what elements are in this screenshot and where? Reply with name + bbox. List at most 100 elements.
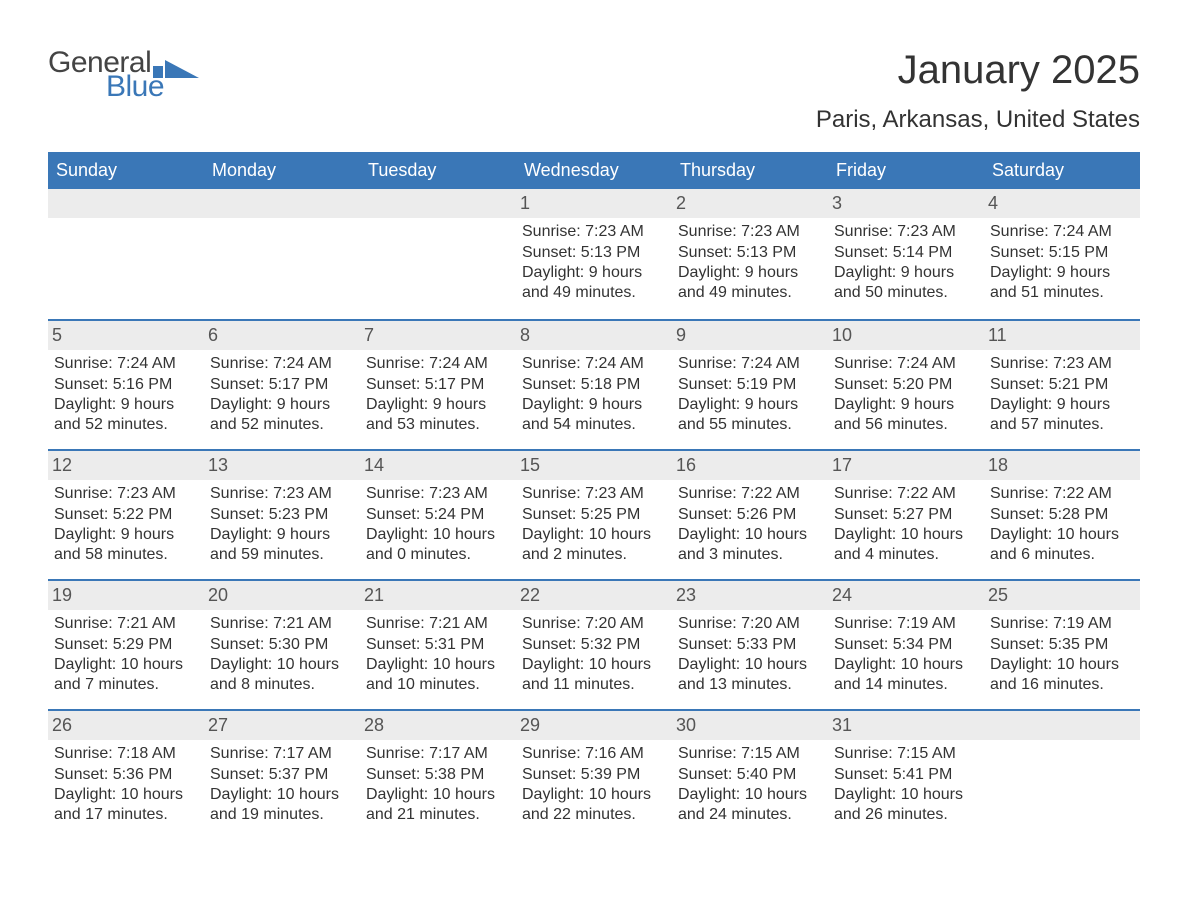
- day-number: 20: [204, 581, 360, 610]
- daylight-text: Daylight: 10 hours: [210, 655, 354, 675]
- daylight-text: Daylight: 9 hours: [522, 263, 666, 283]
- sunset-text: Sunset: 5:23 PM: [210, 505, 354, 525]
- sunset-text: Sunset: 5:22 PM: [54, 505, 198, 525]
- daylight-text: Daylight: 9 hours: [990, 395, 1134, 415]
- sunrise-text: Sunrise: 7:20 AM: [522, 614, 666, 634]
- daylight-text: and 13 minutes.: [678, 675, 822, 695]
- daylight-text: and 7 minutes.: [54, 675, 198, 695]
- daylight-text: Daylight: 10 hours: [990, 525, 1134, 545]
- day-body: Sunrise: 7:15 AMSunset: 5:40 PMDaylight:…: [678, 744, 822, 826]
- location-text: Paris, Arkansas, United States: [816, 106, 1140, 134]
- daylight-text: and 26 minutes.: [834, 805, 978, 825]
- sunrise-text: Sunrise: 7:20 AM: [678, 614, 822, 634]
- sunset-text: Sunset: 5:40 PM: [678, 765, 822, 785]
- day-number: 26: [48, 711, 204, 740]
- daylight-text: and 17 minutes.: [54, 805, 198, 825]
- day-number: 7: [360, 321, 516, 350]
- daylight-text: and 50 minutes.: [834, 283, 978, 303]
- calendar-day: 21Sunrise: 7:21 AMSunset: 5:31 PMDayligh…: [360, 581, 516, 709]
- day-body: Sunrise: 7:24 AMSunset: 5:15 PMDaylight:…: [990, 222, 1134, 304]
- sunset-text: Sunset: 5:38 PM: [366, 765, 510, 785]
- day-body: Sunrise: 7:24 AMSunset: 5:17 PMDaylight:…: [366, 354, 510, 436]
- daylight-text: Daylight: 9 hours: [678, 263, 822, 283]
- day-body: Sunrise: 7:19 AMSunset: 5:35 PMDaylight:…: [990, 614, 1134, 696]
- sunrise-text: Sunrise: 7:24 AM: [990, 222, 1134, 242]
- calendar-day: 27Sunrise: 7:17 AMSunset: 5:37 PMDayligh…: [204, 711, 360, 839]
- day-number: 15: [516, 451, 672, 480]
- calendar-day: 14Sunrise: 7:23 AMSunset: 5:24 PMDayligh…: [360, 451, 516, 579]
- title-block: January 2025 Paris, Arkansas, United Sta…: [816, 48, 1140, 134]
- calendar-day: 20Sunrise: 7:21 AMSunset: 5:30 PMDayligh…: [204, 581, 360, 709]
- calendar-day: 5Sunrise: 7:24 AMSunset: 5:16 PMDaylight…: [48, 321, 204, 449]
- daylight-text: and 52 minutes.: [54, 415, 198, 435]
- calendar-day: 31Sunrise: 7:15 AMSunset: 5:41 PMDayligh…: [828, 711, 984, 839]
- calendar-day: 24Sunrise: 7:19 AMSunset: 5:34 PMDayligh…: [828, 581, 984, 709]
- day-number: 30: [672, 711, 828, 740]
- dow-friday: Friday: [828, 152, 984, 189]
- day-number: 3: [828, 189, 984, 218]
- calendar-day: 10Sunrise: 7:24 AMSunset: 5:20 PMDayligh…: [828, 321, 984, 449]
- sunrise-text: Sunrise: 7:21 AM: [210, 614, 354, 634]
- daylight-text: and 6 minutes.: [990, 545, 1134, 565]
- calendar-day: 6Sunrise: 7:24 AMSunset: 5:17 PMDaylight…: [204, 321, 360, 449]
- sunrise-text: Sunrise: 7:17 AM: [210, 744, 354, 764]
- sunset-text: Sunset: 5:17 PM: [210, 375, 354, 395]
- day-number: 25: [984, 581, 1140, 610]
- calendar-day: 2Sunrise: 7:23 AMSunset: 5:13 PMDaylight…: [672, 189, 828, 319]
- calendar: Sunday Monday Tuesday Wednesday Thursday…: [48, 152, 1140, 839]
- daylight-text: Daylight: 9 hours: [678, 395, 822, 415]
- sunset-text: Sunset: 5:18 PM: [522, 375, 666, 395]
- daylight-text: Daylight: 10 hours: [366, 785, 510, 805]
- sunrise-text: Sunrise: 7:23 AM: [678, 222, 822, 242]
- calendar-day: 25 Sunrise: 7:19 AMSunset: 5:35 PMDayligh…: [984, 581, 1140, 709]
- day-of-week-header: Sunday Monday Tuesday Wednesday Thursday…: [48, 152, 1140, 189]
- calendar-week: 26Sunrise: 7:18 AMSunset: 5:36 PMDayligh…: [48, 709, 1140, 839]
- day-number: 9: [672, 321, 828, 350]
- daylight-text: Daylight: 10 hours: [678, 525, 822, 545]
- day-number: 8: [516, 321, 672, 350]
- day-number: 1: [516, 189, 672, 218]
- dow-monday: Monday: [204, 152, 360, 189]
- calendar-day: 9Sunrise: 7:24 AMSunset: 5:19 PMDaylight…: [672, 321, 828, 449]
- sunrise-text: Sunrise: 7:23 AM: [522, 222, 666, 242]
- sunrise-text: Sunrise: 7:22 AM: [990, 484, 1134, 504]
- daylight-text: and 52 minutes.: [210, 415, 354, 435]
- sunset-text: Sunset: 5:29 PM: [54, 635, 198, 655]
- calendar-day: 26Sunrise: 7:18 AMSunset: 5:36 PMDayligh…: [48, 711, 204, 839]
- sunset-text: Sunset: 5:17 PM: [366, 375, 510, 395]
- daylight-text: and 4 minutes.: [834, 545, 978, 565]
- daylight-text: Daylight: 9 hours: [210, 525, 354, 545]
- daylight-text: and 2 minutes.: [522, 545, 666, 565]
- sunrise-text: Sunrise: 7:23 AM: [54, 484, 198, 504]
- calendar-day: 29Sunrise: 7:16 AMSunset: 5:39 PMDayligh…: [516, 711, 672, 839]
- calendar-day: 8Sunrise: 7:24 AMSunset: 5:18 PMDaylight…: [516, 321, 672, 449]
- day-number: 19: [48, 581, 204, 610]
- daylight-text: and 53 minutes.: [366, 415, 510, 435]
- day-number: 2: [672, 189, 828, 218]
- daylight-text: Daylight: 9 hours: [54, 395, 198, 415]
- calendar-week: 1Sunrise: 7:23 AMSunset: 5:13 PMDaylight…: [48, 189, 1140, 319]
- sunset-text: Sunset: 5:37 PM: [210, 765, 354, 785]
- day-number: 31: [828, 711, 984, 740]
- calendar-day: 13Sunrise: 7:23 AMSunset: 5:23 PMDayligh…: [204, 451, 360, 579]
- sunrise-text: Sunrise: 7:23 AM: [210, 484, 354, 504]
- calendar-day: 30 Sunrise: 7:15 AMSunset: 5:40 PMDayligh…: [672, 711, 828, 839]
- daylight-text: Daylight: 10 hours: [678, 655, 822, 675]
- sunset-text: Sunset: 5:16 PM: [54, 375, 198, 395]
- day-body: Sunrise: 7:17 AMSunset: 5:37 PMDaylight:…: [210, 744, 354, 826]
- sunrise-text: Sunrise: 7:21 AM: [54, 614, 198, 634]
- sunrise-text: Sunrise: 7:24 AM: [678, 354, 822, 374]
- dow-wednesday: Wednesday: [516, 152, 672, 189]
- daylight-text: Daylight: 9 hours: [54, 525, 198, 545]
- sunset-text: Sunset: 5:36 PM: [54, 765, 198, 785]
- calendar-day: 17Sunrise: 7:22 AMSunset: 5:27 PMDayligh…: [828, 451, 984, 579]
- day-body: Sunrise: 7:22 AMSunset: 5:28 PMDaylight:…: [990, 484, 1134, 566]
- daylight-text: and 24 minutes.: [678, 805, 822, 825]
- sunrise-text: Sunrise: 7:16 AM: [522, 744, 666, 764]
- daylight-text: and 8 minutes.: [210, 675, 354, 695]
- daylight-text: Daylight: 10 hours: [366, 655, 510, 675]
- calendar-day: 16Sunrise: 7:22 AMSunset: 5:26 PMDayligh…: [672, 451, 828, 579]
- day-number: 24: [828, 581, 984, 610]
- calendar-day: 11Sunrise: 7:23 AMSunset: 5:21 PMDayligh…: [984, 321, 1140, 449]
- day-body: Sunrise: 7:23 AMSunset: 5:25 PMDaylight:…: [522, 484, 666, 566]
